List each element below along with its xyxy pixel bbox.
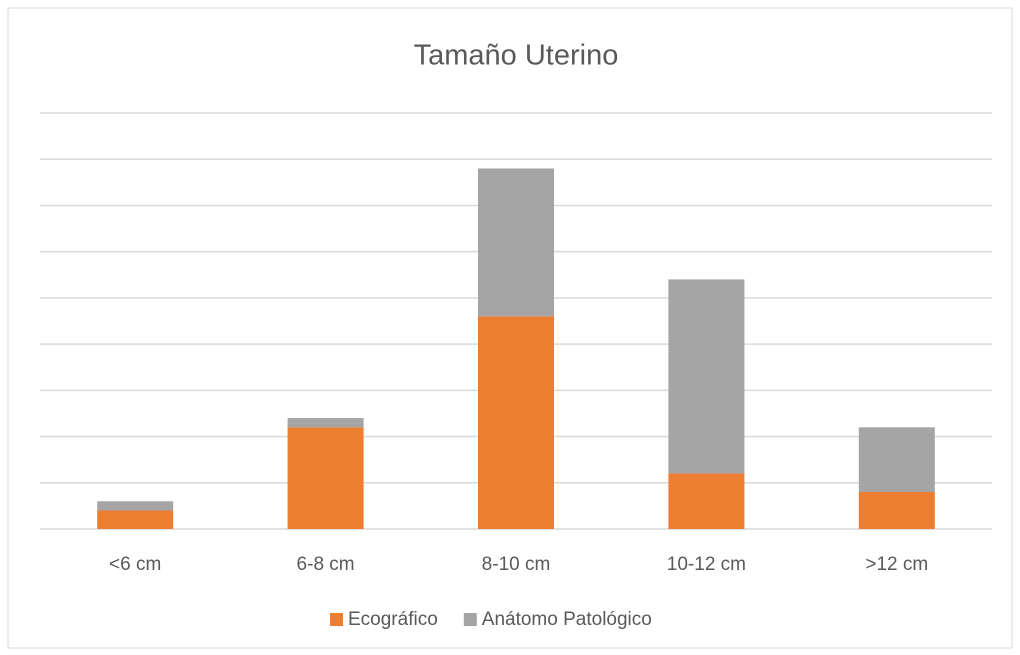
bar-segment [858,427,935,493]
bar-segment [668,473,745,529]
bar-segment [287,418,364,428]
bar-segment [478,316,554,529]
legend-swatch [463,613,477,626]
bar-segment [858,492,935,529]
chart-title: Tamaño Uterino [414,40,619,72]
bar-segment [97,501,174,511]
bar-segment [97,510,174,529]
x-tick-label: 6-8 cm [297,554,355,575]
bar-segment [478,168,554,317]
bar-segment [668,279,745,474]
x-tick-label: >12 cm [865,554,928,575]
legend-swatch [330,613,343,626]
x-tick-label: <6 cm [109,554,161,575]
bar-segment [287,427,364,529]
legend-label: Ecográfico [348,609,438,630]
x-tick-label: 8-10 cm [482,554,551,575]
legend-label: Anátomo Patológico [482,609,652,630]
x-tick-label: 10-12 cm [667,554,746,575]
